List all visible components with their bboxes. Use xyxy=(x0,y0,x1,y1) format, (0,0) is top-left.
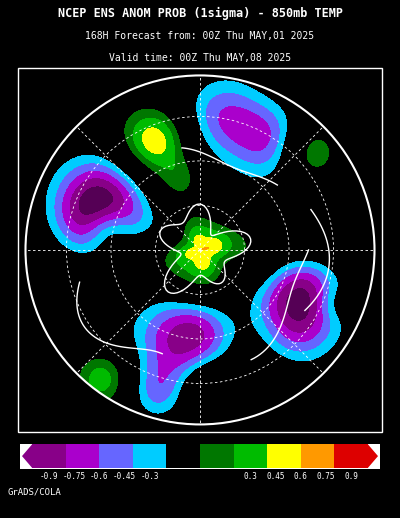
Text: -0.3: -0.3 xyxy=(140,472,159,481)
Text: -0.75: -0.75 xyxy=(62,472,86,481)
Bar xyxy=(66,444,99,468)
Bar xyxy=(200,444,234,468)
Text: -0.9: -0.9 xyxy=(40,472,58,481)
Text: 0.6: 0.6 xyxy=(294,472,308,481)
Text: 168H Forecast from: 00Z Thu MAY,01 2025: 168H Forecast from: 00Z Thu MAY,01 2025 xyxy=(86,31,314,41)
Text: Valid time: 00Z Thu MAY,08 2025: Valid time: 00Z Thu MAY,08 2025 xyxy=(109,53,291,63)
Bar xyxy=(301,444,334,468)
Bar xyxy=(234,444,267,468)
Bar xyxy=(32,444,66,468)
Bar xyxy=(133,444,166,468)
Text: NCEP ENS ANOM PROB (1sigma) - 850mb TEMP: NCEP ENS ANOM PROB (1sigma) - 850mb TEMP xyxy=(58,7,342,20)
Bar xyxy=(267,444,301,468)
Text: 0.3: 0.3 xyxy=(244,472,257,481)
Bar xyxy=(334,444,368,468)
Text: -0.45: -0.45 xyxy=(113,472,136,481)
Text: -0.6: -0.6 xyxy=(90,472,108,481)
Text: 0.75: 0.75 xyxy=(317,472,335,481)
Polygon shape xyxy=(22,444,32,468)
Bar xyxy=(99,444,133,468)
Circle shape xyxy=(22,72,378,428)
Bar xyxy=(20,443,380,469)
Text: 0.9: 0.9 xyxy=(344,472,358,481)
Bar xyxy=(166,444,200,468)
Text: GrADS/COLA: GrADS/COLA xyxy=(8,487,62,496)
Polygon shape xyxy=(368,444,378,468)
Text: 0.45: 0.45 xyxy=(266,472,285,481)
